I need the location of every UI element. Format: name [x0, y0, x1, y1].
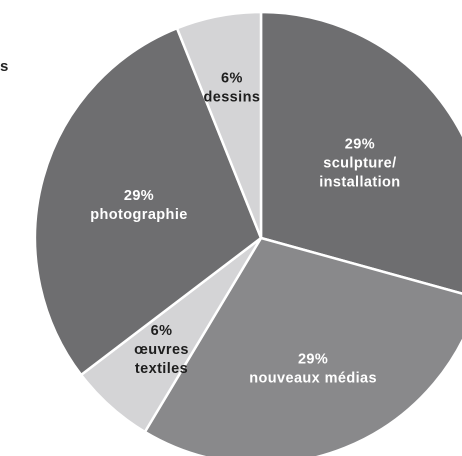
pie-label-category: installation: [319, 175, 400, 191]
pie-label-3: 29% photographie: [90, 188, 187, 223]
pie-slice-0: [259, 10, 462, 295]
pie-label-category: photographie: [90, 207, 187, 223]
clipped-text-fragment: s: [0, 58, 9, 75]
pie-label-2: 6% œuvres textiles: [134, 323, 189, 377]
pie-label-category: textiles: [135, 361, 188, 377]
pie-label-percent: 29%: [345, 137, 375, 153]
pie-label-percent: 6%: [221, 71, 243, 87]
pie-label-percent: 6%: [151, 323, 173, 339]
pie-label-0: 29% sculpture/installation: [319, 137, 400, 191]
pie-label-category: œuvres: [134, 342, 189, 358]
pie-label-category: sculpture/: [323, 156, 396, 172]
pie-label-category: nouveaux médias: [249, 371, 377, 387]
pie-slice-3: [33, 26, 263, 377]
pie-label-1: 29% nouveaux médias: [249, 352, 377, 387]
pie-slices: [33, 10, 462, 456]
pie-label-percent: 29%: [124, 188, 154, 204]
pie-label-category: dessins: [203, 90, 260, 106]
pie-labels: 29% sculpture/installation 29% nouveaux méd…: [90, 71, 400, 387]
pie-label-percent: 29%: [298, 352, 328, 368]
pie-label-4: 6% dessins: [203, 71, 260, 106]
pie-slice-4: [175, 10, 263, 240]
pie-slice-1: [143, 236, 462, 456]
